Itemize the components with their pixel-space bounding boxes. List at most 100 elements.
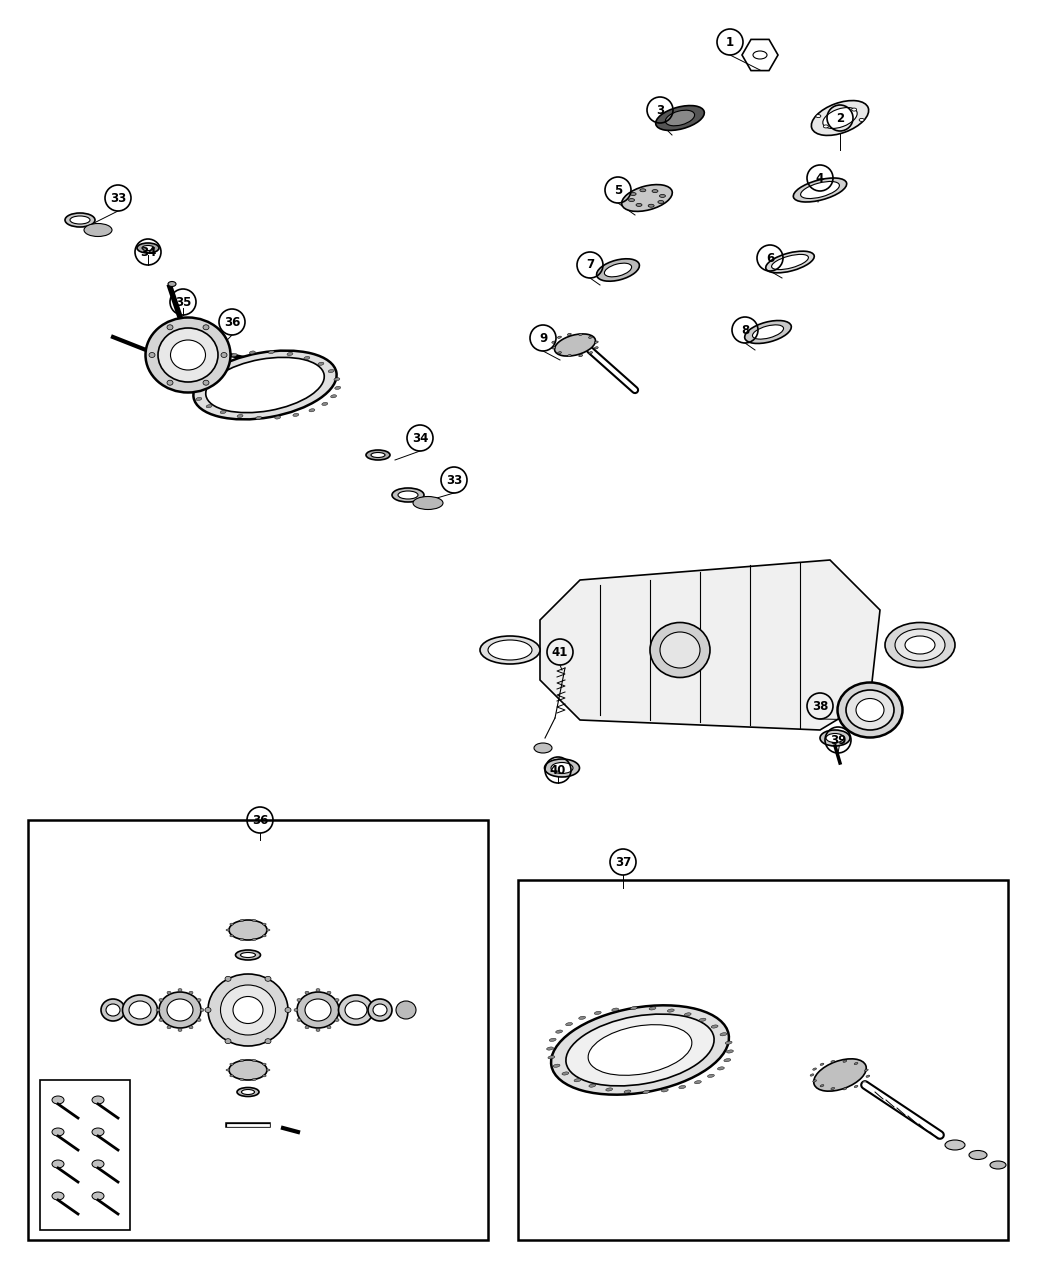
Ellipse shape [368,1000,392,1021]
Ellipse shape [726,1042,732,1044]
Ellipse shape [239,1079,244,1080]
Ellipse shape [547,1047,553,1051]
Ellipse shape [548,1056,554,1060]
Text: 33: 33 [446,473,462,487]
Bar [40,1080,130,1230]
Ellipse shape [699,1019,706,1021]
Ellipse shape [594,340,598,343]
Ellipse shape [226,929,230,931]
Ellipse shape [265,1039,271,1044]
Ellipse shape [772,255,808,269]
Text: 39: 39 [830,733,846,746]
Ellipse shape [297,998,301,1001]
Ellipse shape [52,1160,64,1168]
Polygon shape [540,560,880,731]
Ellipse shape [309,409,315,412]
Ellipse shape [287,352,293,356]
Ellipse shape [823,107,857,129]
Ellipse shape [230,1063,234,1065]
Ellipse shape [136,244,159,252]
Ellipse shape [167,991,171,995]
Ellipse shape [304,1000,331,1021]
Ellipse shape [668,1009,674,1012]
Ellipse shape [208,974,288,1046]
Ellipse shape [167,325,173,330]
Text: 33: 33 [110,191,126,204]
Ellipse shape [629,199,634,201]
Ellipse shape [285,1007,291,1012]
Ellipse shape [230,923,234,926]
Ellipse shape [813,1068,817,1070]
Ellipse shape [156,1009,160,1011]
Ellipse shape [605,263,632,277]
Ellipse shape [594,347,598,349]
Ellipse shape [551,762,573,774]
Ellipse shape [203,380,209,385]
Bar [518,880,1008,1241]
Ellipse shape [226,1068,230,1071]
Text: 34: 34 [412,431,428,445]
Ellipse shape [366,450,390,460]
Ellipse shape [630,1006,637,1010]
Ellipse shape [831,1061,835,1062]
Ellipse shape [142,246,154,250]
Ellipse shape [905,636,934,654]
Ellipse shape [334,377,340,381]
Ellipse shape [203,365,208,367]
Ellipse shape [823,125,828,128]
Text: 5: 5 [614,184,622,196]
Ellipse shape [685,1012,691,1016]
Ellipse shape [197,1019,201,1021]
Ellipse shape [945,1140,965,1150]
Ellipse shape [106,1003,120,1016]
Ellipse shape [636,204,642,207]
Ellipse shape [335,998,339,1001]
Ellipse shape [562,1072,569,1075]
Ellipse shape [846,690,894,731]
Ellipse shape [345,1001,367,1019]
Ellipse shape [206,357,324,413]
Ellipse shape [727,1049,733,1053]
Ellipse shape [843,1088,846,1090]
Ellipse shape [662,1089,668,1091]
Ellipse shape [843,1060,846,1062]
Ellipse shape [816,115,821,117]
Ellipse shape [660,632,700,668]
Ellipse shape [275,416,280,419]
Ellipse shape [558,337,562,338]
Ellipse shape [545,759,580,776]
Ellipse shape [480,636,540,664]
Ellipse shape [190,389,196,393]
Ellipse shape [744,320,792,343]
Ellipse shape [338,1009,342,1011]
Ellipse shape [220,986,275,1035]
Ellipse shape [895,629,945,660]
Ellipse shape [294,1009,298,1011]
Text: 36: 36 [252,813,268,826]
Ellipse shape [158,328,218,382]
Ellipse shape [588,1025,692,1075]
Ellipse shape [252,1060,256,1062]
Ellipse shape [205,1007,211,1012]
Ellipse shape [92,1192,104,1200]
Ellipse shape [252,1079,256,1080]
Ellipse shape [814,1058,866,1091]
Ellipse shape [765,251,814,273]
Ellipse shape [304,1026,309,1029]
Ellipse shape [146,317,231,393]
Ellipse shape [206,404,212,408]
Ellipse shape [552,347,555,349]
Ellipse shape [338,994,374,1025]
Ellipse shape [794,179,846,201]
Text: 2: 2 [836,111,844,125]
Ellipse shape [252,919,256,922]
Ellipse shape [200,1009,204,1011]
Ellipse shape [235,950,260,960]
Ellipse shape [297,992,339,1028]
Ellipse shape [327,991,331,995]
Ellipse shape [215,358,222,361]
Ellipse shape [711,1025,718,1028]
Bar [28,820,488,1241]
Ellipse shape [720,1033,727,1035]
Ellipse shape [594,1011,602,1015]
